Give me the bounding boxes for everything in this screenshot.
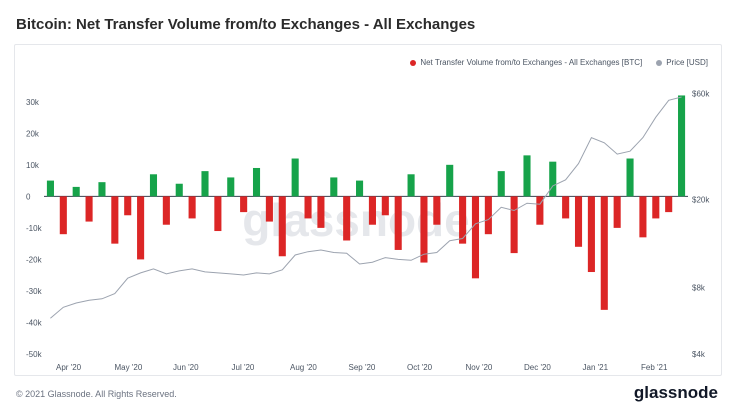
net-transfer-bar [124,196,132,216]
copyright: © 2021 Glassnode. All Rights Reserved. [16,389,177,399]
net-transfer-bar [149,174,158,197]
net-transfer-bar [111,196,119,244]
net-transfer-bar [59,196,67,235]
net-transfer-bar [549,161,557,197]
net-transfer-bar [626,158,634,197]
y-right-tick-label: $4k [692,350,706,359]
net-transfer-bar [536,196,544,225]
net-transfer-bar [459,196,467,244]
y-right-tick-label: $8k [692,283,706,292]
x-tick-label: Oct '20 [407,363,433,372]
net-transfer-bar [85,196,93,222]
chart-title: Bitcoin: Net Transfer Volume from/to Exc… [16,16,476,33]
x-tick-label: Apr '20 [56,363,82,372]
y-left-tick-label: -30k [26,287,43,296]
y-left-tick-label: -50k [26,350,43,359]
net-transfer-bar [72,186,80,197]
net-transfer-bar [201,171,209,197]
y-right-tick-label: $20k [692,195,710,204]
net-transfer-bar [574,196,583,247]
x-tick-label: Aug '20 [290,363,317,372]
net-transfer-bar [678,95,686,197]
net-transfer-bar [652,196,660,219]
net-transfer-bar [639,196,647,238]
net-transfer-bar [394,196,402,250]
net-transfer-bar [497,171,505,197]
net-transfer-bar [162,196,170,225]
net-transfer-bar [587,196,595,273]
net-transfer-bar [175,183,183,197]
net-transfer-bar [484,196,492,235]
x-tick-label: Nov '20 [466,363,493,372]
x-tick-label: May '20 [115,363,143,372]
legend-label-net-transfer: Net Transfer Volume from/to Exchanges - … [420,58,643,67]
net-transfer-bar [446,164,454,197]
y-left-tick-label: -20k [26,255,43,264]
net-transfer-bar [240,196,248,213]
net-transfer-bar [665,196,673,213]
legend-dot-red [410,59,417,66]
legend-item-price[interactable]: Price [USD] [656,58,708,67]
x-tick-label: Sep '20 [349,363,376,372]
net-transfer-bar [278,196,286,257]
y-left-tick-label: 10k [26,161,40,170]
net-transfer-bar [613,196,621,228]
net-transfer-bar [343,196,351,241]
net-transfer-bar [304,196,312,219]
net-transfer-bar [433,196,441,225]
y-right-tick-label: $60k [692,90,710,99]
net-transfer-bar [562,196,570,219]
y-left-tick-label: -40k [26,318,43,327]
legend-item-net-transfer[interactable]: Net Transfer Volume from/to Exchanges - … [410,58,642,67]
brand-logo: glassnode [633,383,718,402]
net-transfer-bar [188,196,196,219]
net-transfer-bar [523,155,531,197]
net-transfer-bar [368,196,376,225]
y-left-tick-label: 20k [26,129,40,138]
net-transfer-bar [227,177,235,197]
net-transfer-bar [600,196,608,310]
net-transfer-bar [381,196,389,216]
y-left-tick-label: 30k [26,98,40,107]
price-line [50,96,682,319]
net-transfer-bar [330,177,338,197]
net-transfer-bar [214,196,222,232]
net-transfer-bar [420,196,428,263]
legend-label-price: Price [USD] [666,58,708,67]
net-transfer-bar [137,196,145,260]
net-transfer-bar [46,180,54,197]
net-transfer-bar [510,196,518,254]
net-transfer-bar [407,174,415,197]
net-transfer-bar [98,182,106,197]
x-tick-label: Jun '20 [173,363,199,372]
x-tick-label: Jul '20 [232,363,255,372]
legend-dot-gray [656,59,663,66]
chart-frame [14,44,722,376]
x-tick-label: Feb '21 [641,363,668,372]
net-transfer-bar [252,167,261,197]
y-left-tick-label: 0 [26,192,31,201]
net-transfer-bar [356,180,364,197]
net-transfer-bar [317,196,325,228]
y-left-tick-label: -10k [26,224,43,233]
net-transfer-bar [291,158,299,197]
x-tick-label: Jan '21 [583,363,609,372]
net-transfer-bar [471,196,480,279]
x-tick-label: Dec '20 [524,363,551,372]
legend[interactable]: Net Transfer Volume from/to Exchanges - … [410,58,708,67]
net-transfer-bar [265,196,273,222]
